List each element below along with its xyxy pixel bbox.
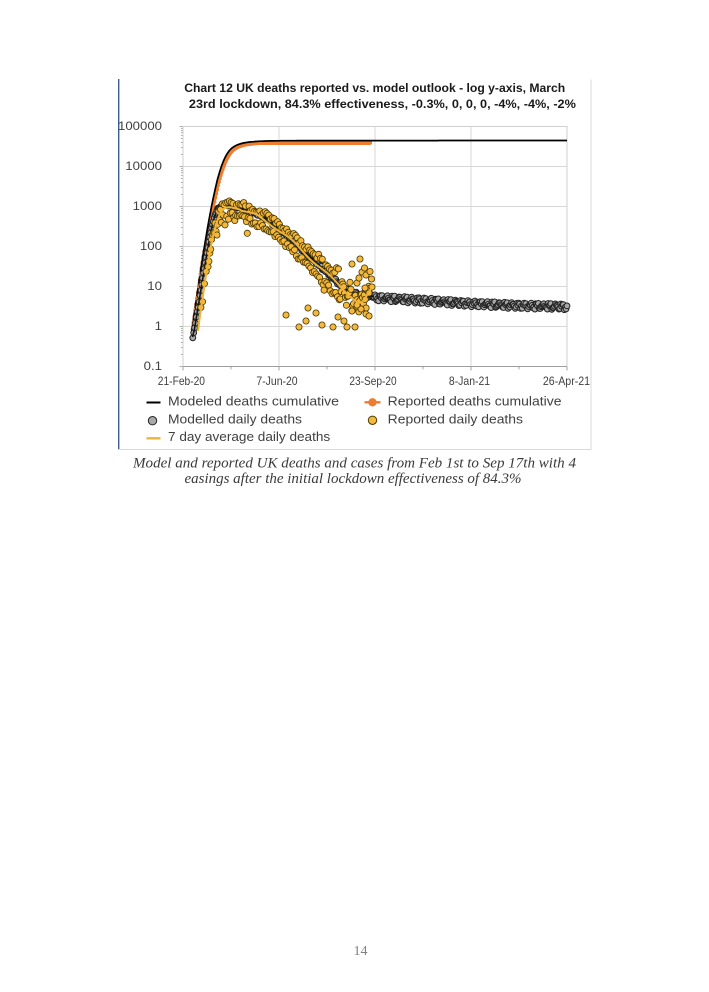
svg-text:8-Jan-21: 8-Jan-21 — [449, 374, 490, 388]
svg-text:1: 1 — [155, 319, 163, 333]
svg-text:10000: 10000 — [125, 159, 162, 173]
svg-text:23rd lockdown, 84.3% effective: 23rd lockdown, 84.3% effectiveness, -0.3… — [189, 97, 576, 111]
svg-text:Modeled deaths cumulative: Modeled deaths cumulative — [168, 394, 339, 408]
svg-text:26-Apr-21: 26-Apr-21 — [543, 374, 590, 388]
svg-text:Reported daily deaths: Reported daily deaths — [388, 412, 523, 426]
svg-text:Reported deaths cumulative: Reported deaths cumulative — [388, 394, 562, 408]
svg-text:100000: 100000 — [118, 119, 162, 133]
svg-text:10: 10 — [147, 279, 162, 293]
svg-text:100: 100 — [140, 239, 162, 253]
svg-text:Modelled daily deaths: Modelled daily deaths — [168, 412, 302, 426]
svg-text:21-Feb-20: 21-Feb-20 — [158, 374, 205, 388]
svg-text:Model and reported UK deaths a: Model and reported UK deaths and cases f… — [132, 456, 576, 472]
svg-text:Chart 12 UK deaths reported vs: Chart 12 UK deaths reported vs. model ou… — [184, 81, 565, 95]
svg-text:23-Sep-20: 23-Sep-20 — [349, 374, 396, 388]
svg-text:0.1: 0.1 — [144, 359, 163, 373]
svg-text:14: 14 — [354, 944, 368, 959]
svg-text:easings after the initial lock: easings after the initial lockdown effec… — [185, 471, 522, 487]
svg-text:1000: 1000 — [133, 199, 163, 213]
svg-text:7 day average daily deaths: 7 day average daily deaths — [168, 430, 330, 444]
svg-text:7-Jun-20: 7-Jun-20 — [256, 374, 297, 388]
